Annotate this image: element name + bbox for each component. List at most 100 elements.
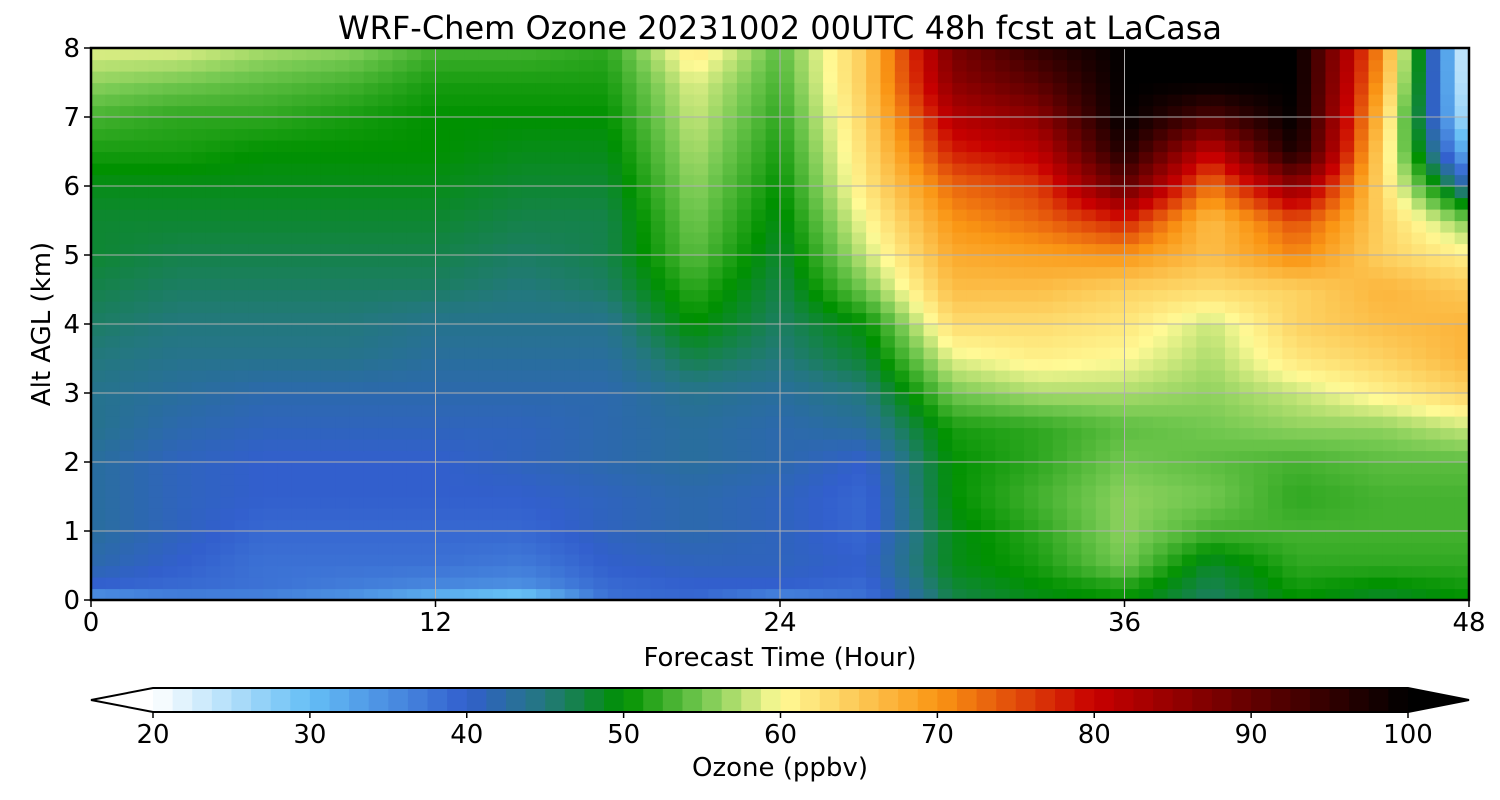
heat-cell [1397, 542, 1413, 555]
heat-cell [1124, 209, 1140, 222]
heat-cell [665, 381, 681, 394]
heat-cell [1339, 370, 1355, 383]
heat-cell [550, 450, 566, 463]
heat-cell [191, 542, 207, 555]
heat-cell [1095, 588, 1111, 600]
heat-cell [205, 186, 221, 199]
heat-cell [392, 48, 408, 61]
heat-cell [693, 71, 709, 84]
heat-cell [837, 128, 853, 141]
heat-cell [1167, 232, 1183, 245]
heat-cell [1296, 94, 1312, 107]
heat-cell [320, 71, 336, 84]
heat-cell [378, 243, 394, 256]
heat-cell [980, 220, 996, 233]
heat-cell [1095, 554, 1111, 567]
heat-cell [579, 462, 594, 475]
heat-cell [966, 496, 982, 509]
heat-cell [91, 151, 106, 164]
heat-cell [1081, 393, 1097, 406]
heat-cell [1052, 439, 1068, 452]
heat-cell [1124, 312, 1140, 325]
heat-cell [320, 163, 336, 176]
colorbar-segment [1015, 688, 1037, 712]
heat-cell [363, 473, 379, 486]
heat-cell [335, 577, 350, 590]
heat-cell [1440, 347, 1456, 360]
heat-cell [751, 370, 767, 383]
heat-cell [1268, 473, 1283, 486]
heat-cell [765, 209, 781, 222]
heat-cell [492, 450, 508, 463]
heat-cell [134, 59, 150, 72]
heat-cell [837, 496, 853, 509]
heat-cell [162, 565, 178, 578]
heat-cell [277, 289, 293, 302]
heat-cell [1124, 48, 1140, 61]
heat-cell [248, 324, 264, 337]
heat-cell [1167, 105, 1183, 118]
heat-cell [880, 462, 896, 475]
heat-cell [1311, 209, 1327, 222]
heat-cell [363, 278, 379, 291]
heat-cell [521, 462, 537, 475]
heat-cell [980, 450, 996, 463]
heat-cell [1268, 324, 1283, 337]
heat-cell [1196, 232, 1212, 245]
heat-cell [105, 140, 121, 153]
heat-cell [607, 531, 623, 544]
heat-cell [378, 404, 394, 417]
heat-cell [1196, 105, 1212, 118]
heat-cell [1138, 140, 1154, 153]
heat-cell [134, 82, 150, 95]
heat-cell [1239, 588, 1255, 600]
heat-cell [1368, 232, 1384, 245]
heat-cell [1210, 220, 1226, 233]
heat-cell [622, 289, 638, 302]
heat-cell [248, 232, 264, 245]
heat-cell [421, 324, 437, 337]
heat-cell [392, 94, 408, 107]
heat-cell [808, 519, 824, 532]
heat-cell [1024, 82, 1039, 95]
heat-cell [1368, 335, 1384, 348]
heat-cell [1038, 439, 1054, 452]
heat-cell [1239, 450, 1255, 463]
heat-cell [923, 393, 939, 406]
heat-cell [349, 48, 365, 61]
heat-cell [1181, 335, 1197, 348]
heat-cell [205, 577, 221, 590]
heat-cell [1181, 128, 1197, 141]
heat-cell [378, 278, 394, 291]
heat-cell [263, 48, 279, 61]
heat-cell [1368, 301, 1384, 314]
heat-cell [1081, 140, 1097, 153]
heat-cell [851, 393, 867, 406]
heat-cell [1124, 243, 1140, 256]
heat-cell [952, 312, 968, 325]
heat-cell [708, 450, 724, 463]
heat-cell [449, 416, 465, 429]
heat-cell [1224, 289, 1240, 302]
heat-cell [1411, 220, 1427, 233]
heat-cell [937, 163, 953, 176]
heat-cell [306, 335, 322, 348]
heat-cell [607, 347, 623, 360]
heat-cell [1081, 462, 1097, 475]
heat-cell [995, 266, 1011, 279]
heat-cell [1038, 243, 1054, 256]
heat-cell [248, 588, 264, 600]
heat-cell [105, 220, 121, 233]
heat-cell [349, 531, 365, 544]
heat-cell [1339, 197, 1355, 210]
heat-cell [1067, 473, 1083, 486]
heat-cell [449, 59, 465, 72]
heat-cell [492, 174, 508, 187]
heat-cell [966, 554, 982, 567]
heat-cell [162, 186, 178, 199]
heat-cell [263, 416, 279, 429]
heat-cell [277, 197, 293, 210]
heat-cell [550, 542, 566, 555]
heat-cell [837, 462, 853, 475]
heat-cell [507, 370, 523, 383]
